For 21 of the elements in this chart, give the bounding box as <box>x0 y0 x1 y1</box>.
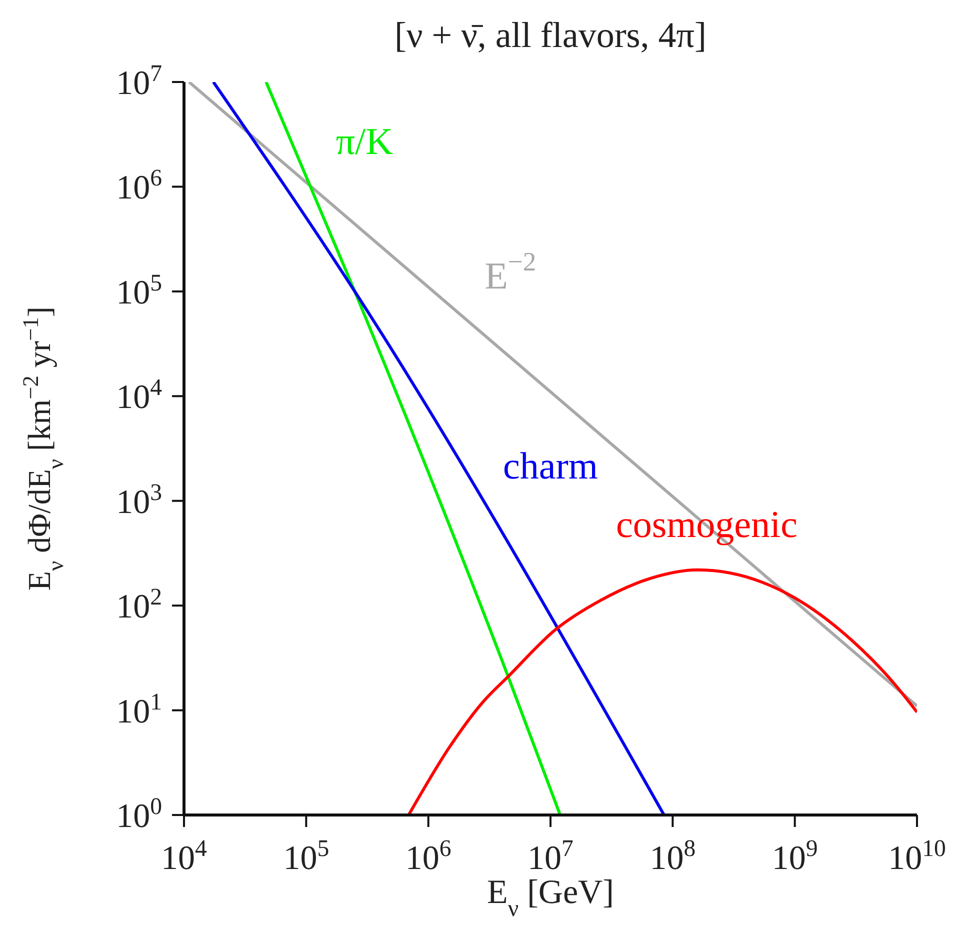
y-tick-label: 10$^{5}$ <box>116 270 162 312</box>
y-tick-label: 10$^{1}$ <box>116 689 162 730</box>
series-label: E$^{−2}$ <box>484 246 536 298</box>
x-tick-label: 10$^{6}$ <box>405 836 452 877</box>
chart-title: [ν + ν̄, all flavors, 4π] <box>394 15 706 55</box>
x-tick-label: 10$^{10}$ <box>888 836 946 877</box>
x-tick-label: 10$^{4}$ <box>161 836 208 877</box>
series-label: π/K <box>336 120 394 163</box>
y-tick-label: 10$^{6}$ <box>116 166 162 207</box>
x-axis-title: E$_{ν}$ [GeV] <box>487 874 614 922</box>
x-tick-label: 10$^{9}$ <box>772 836 818 877</box>
x-tick-label: 10$^{5}$ <box>283 836 330 877</box>
y-tick-label: 10$^{7}$ <box>116 61 162 102</box>
y-tick-label: 10$^{2}$ <box>116 584 162 626</box>
y-tick-label: 10$^{4}$ <box>116 375 162 416</box>
x-tick-label: 10$^{8}$ <box>650 836 696 877</box>
series-label: charm <box>503 445 598 488</box>
y-tick-label: 10$^{0}$ <box>116 794 162 835</box>
series-label: cosmogenic <box>616 504 798 546</box>
y-tick-label: 10$^{3}$ <box>116 480 162 521</box>
x-tick-label: 10$^{7}$ <box>528 836 574 877</box>
